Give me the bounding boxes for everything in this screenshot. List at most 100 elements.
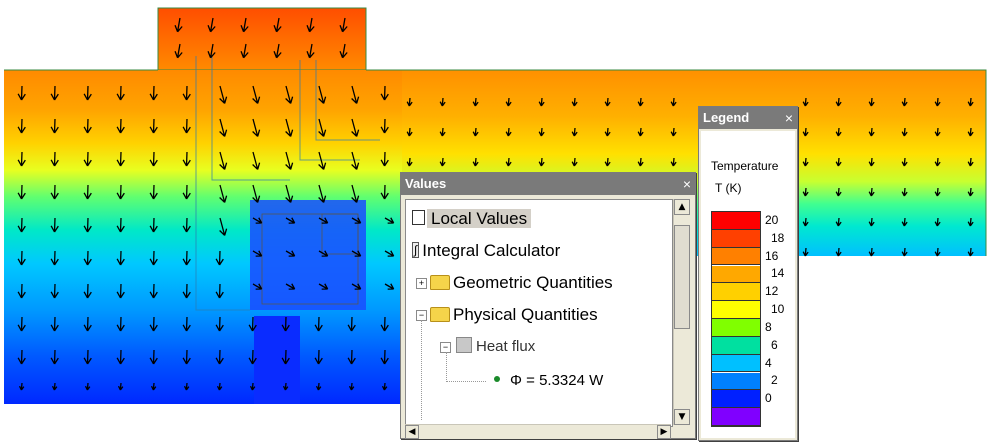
flux-arrow <box>472 97 479 107</box>
flux-arrow <box>248 316 257 332</box>
flux-arrow <box>116 349 125 365</box>
flux-arrow <box>380 85 389 101</box>
scroll-down-icon[interactable]: ▼ <box>674 409 690 425</box>
close-icon[interactable]: × <box>682 176 691 192</box>
flux-arrow <box>835 247 842 257</box>
flux-arrow <box>252 283 263 290</box>
color-band <box>712 408 760 426</box>
flux-arrow <box>207 43 216 59</box>
flux-arrow <box>314 316 323 332</box>
flux-arrow <box>50 151 59 167</box>
color-scale <box>711 211 761 427</box>
flux-arrow <box>17 85 26 101</box>
folder-icon <box>430 275 450 291</box>
flux-arrow <box>380 118 389 134</box>
tree-item-heat-flux[interactable]: Heat flux <box>456 332 535 362</box>
scroll-up-icon[interactable]: ▲ <box>674 199 690 215</box>
flux-arrow <box>637 127 644 137</box>
tree-item-phi[interactable]: Φ = 5.3324 W <box>494 366 603 396</box>
flux-arrow <box>215 349 224 365</box>
flux-arrow <box>17 151 26 167</box>
flux-arrow <box>17 283 26 299</box>
flux-arrow <box>285 250 296 257</box>
flux-arrow <box>351 151 360 170</box>
flux-arrow <box>934 157 941 167</box>
color-band <box>712 229 760 248</box>
flux-arrow <box>934 187 941 197</box>
flux-arrow <box>182 118 191 134</box>
flux-arrow <box>637 97 644 107</box>
flux-arrow <box>384 250 395 257</box>
flux-arrow <box>868 127 875 137</box>
flux-arrow <box>116 250 125 266</box>
flux-arrow <box>83 316 92 332</box>
flux-arrow <box>149 250 158 266</box>
flux-arrow <box>934 217 941 227</box>
collapse-icon[interactable]: − <box>440 342 451 353</box>
flux-arrow <box>149 151 158 167</box>
flux-arrow <box>50 118 59 134</box>
legend-tick-label: 18 <box>771 230 785 245</box>
flux-arrow <box>406 157 413 167</box>
flux-arrow <box>934 97 941 107</box>
flux-arrow <box>50 316 59 332</box>
scroll-left-icon[interactable]: ◀ <box>405 425 419 439</box>
flux-arrow <box>83 217 92 233</box>
color-band <box>712 212 760 230</box>
flux-arrow <box>116 316 125 332</box>
flux-arrow <box>252 217 263 224</box>
flux-arrow <box>281 349 290 365</box>
tree-item-label: Physical Quantities <box>453 305 598 324</box>
flux-arrow <box>868 157 875 167</box>
close-icon[interactable]: × <box>784 110 793 126</box>
flux-arrow <box>381 382 388 391</box>
expand-icon[interactable]: + <box>416 278 427 289</box>
color-band <box>712 247 760 266</box>
tree-item-geometric-quantities[interactable]: Geometric Quantities <box>430 268 613 298</box>
flux-arrow <box>149 184 158 200</box>
flux-arrow <box>219 118 228 137</box>
flux-arrow <box>116 118 125 134</box>
legend-unit: T (K) <box>715 181 742 195</box>
flux-arrow <box>901 157 908 167</box>
flux-arrow <box>835 187 842 197</box>
tree-item-physical-quantities[interactable]: Physical Quantities <box>430 300 598 330</box>
flux-arrow <box>84 382 91 391</box>
flux-arrow <box>868 247 875 257</box>
flux-arrow <box>318 151 327 170</box>
flux-arrow <box>835 97 842 107</box>
legend-panel-title: Legend <box>703 110 750 125</box>
flux-arrow <box>219 184 228 203</box>
flux-arrow <box>285 283 296 290</box>
tree-item-label: Local Values <box>427 209 532 228</box>
flux-arrow <box>215 283 224 299</box>
tree-item-label: Φ = 5.3324 W <box>510 372 604 389</box>
legend-tick-label: 2 <box>771 373 778 388</box>
flux-arrow <box>314 349 323 365</box>
flux-arrow <box>637 157 644 167</box>
values-panel-titlebar[interactable]: Values × <box>401 173 695 195</box>
legend-panel-titlebar[interactable]: Legend × <box>699 107 797 129</box>
flux-arrow <box>252 250 263 257</box>
scroll-right-icon[interactable]: ▶ <box>657 425 671 439</box>
flux-arrow <box>252 118 261 137</box>
flux-arrow <box>339 43 348 59</box>
vertical-scrollbar[interactable]: ▲ ▼ <box>673 199 691 425</box>
flux-arrow <box>347 349 356 365</box>
flux-arrow <box>604 157 611 167</box>
legend-panel: Legend × Temperature T (K) 20 18 16 14 12 10 8… <box>698 106 798 441</box>
horizontal-scrollbar[interactable]: ◀ ▶ <box>405 424 671 439</box>
flux-arrow <box>439 157 446 167</box>
legend-tick-label: 6 <box>771 337 778 352</box>
flux-arrow <box>149 217 158 233</box>
flux-arrow <box>117 382 124 391</box>
flux-arrow <box>351 85 360 104</box>
flux-arrow <box>182 349 191 365</box>
tree-item-integral-calculator[interactable]: ∫ Integral Calculator <box>412 236 560 266</box>
flux-arrow <box>252 184 261 203</box>
flux-arrow <box>83 283 92 299</box>
flux-arrow <box>351 184 360 203</box>
scroll-thumb[interactable] <box>674 225 690 329</box>
tree-item-local-values[interactable]: Local Values <box>412 204 532 234</box>
